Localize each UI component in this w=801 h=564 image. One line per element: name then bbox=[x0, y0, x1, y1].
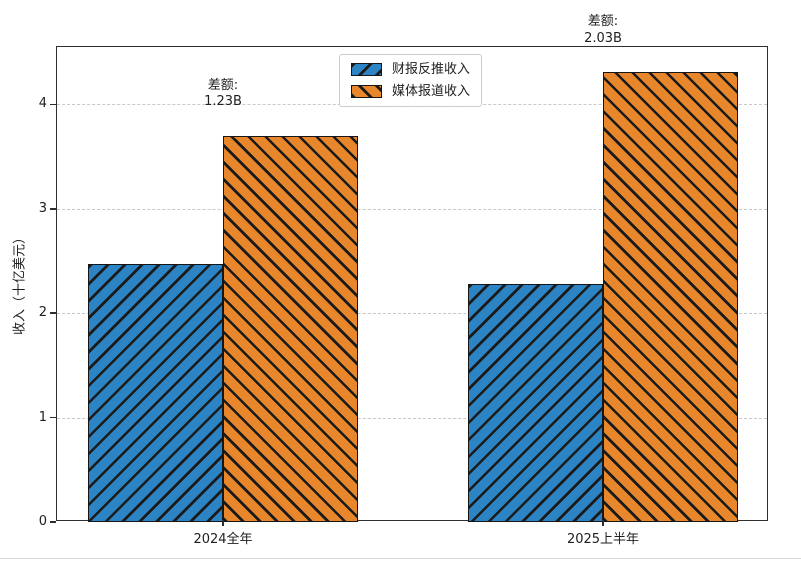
x-axis-tick-2025上半年 bbox=[602, 520, 604, 526]
y-axis-tick-1 bbox=[50, 416, 56, 419]
x-axis-tick-label-2024全年: 2024全年 bbox=[193, 532, 253, 547]
annotation-diff-value: 1.23B bbox=[204, 94, 242, 110]
bar-financial-2024全年 bbox=[88, 264, 223, 522]
x-axis-tick-label-2025上半年: 2025上半年 bbox=[566, 532, 640, 547]
annotation-diff-title: 差额: bbox=[207, 77, 239, 93]
y-axis-tick-label-3: 3 bbox=[38, 200, 47, 216]
legend-swatch-blue-hatch-icon bbox=[351, 63, 382, 76]
legend-swatch-orange-hatch-icon bbox=[351, 85, 382, 98]
annotation-diff-2024全年: 差额: 1.23B bbox=[204, 78, 242, 111]
bar-financial-2025上半年 bbox=[468, 283, 603, 522]
y-axis-label: 收入（十亿美元） bbox=[12, 230, 28, 336]
y-axis-tick-2 bbox=[50, 312, 56, 314]
legend-item-media-revenue: 媒体报道收入 bbox=[351, 84, 470, 99]
window-bottom-divider bbox=[0, 558, 801, 559]
y-axis-tick-label-2: 2 bbox=[38, 305, 47, 321]
legend-item-financial-revenue: 财报反推收入 bbox=[351, 62, 470, 77]
bar-media-2024全年 bbox=[223, 135, 358, 522]
y-axis-tick-label-1: 1 bbox=[38, 409, 47, 425]
y-axis-tick-label-4: 4 bbox=[38, 96, 47, 112]
x-axis-tick-2024全年 bbox=[222, 520, 224, 526]
legend-label-financial-revenue: 财报反推收入 bbox=[392, 62, 471, 77]
annotation-diff-2025上半年: 差额: 2.03B bbox=[584, 14, 622, 47]
legend: 财报反推收入 媒体报道收入 bbox=[339, 54, 483, 107]
gridline-y-1 bbox=[57, 417, 767, 419]
gridline-y-3 bbox=[57, 208, 767, 210]
y-axis-tick-4 bbox=[50, 103, 56, 106]
y-axis-tick-label-0: 0 bbox=[38, 514, 47, 529]
y-axis-tick-3 bbox=[50, 208, 56, 210]
bar-media-2025上半年 bbox=[603, 72, 738, 522]
y-axis-tick-0 bbox=[50, 521, 56, 523]
plot-area: 财报反推收入 媒体报道收入 0 1 2 3 4 2024全年 2025上半年 差额: 1.23B… bbox=[39, 14, 768, 547]
annotation-diff-title: 差额: bbox=[587, 14, 619, 30]
legend-label-media-revenue: 媒体报道收入 bbox=[392, 84, 471, 99]
annotation-diff-value: 2.03B bbox=[584, 30, 622, 46]
gridline-y-2 bbox=[57, 313, 767, 315]
